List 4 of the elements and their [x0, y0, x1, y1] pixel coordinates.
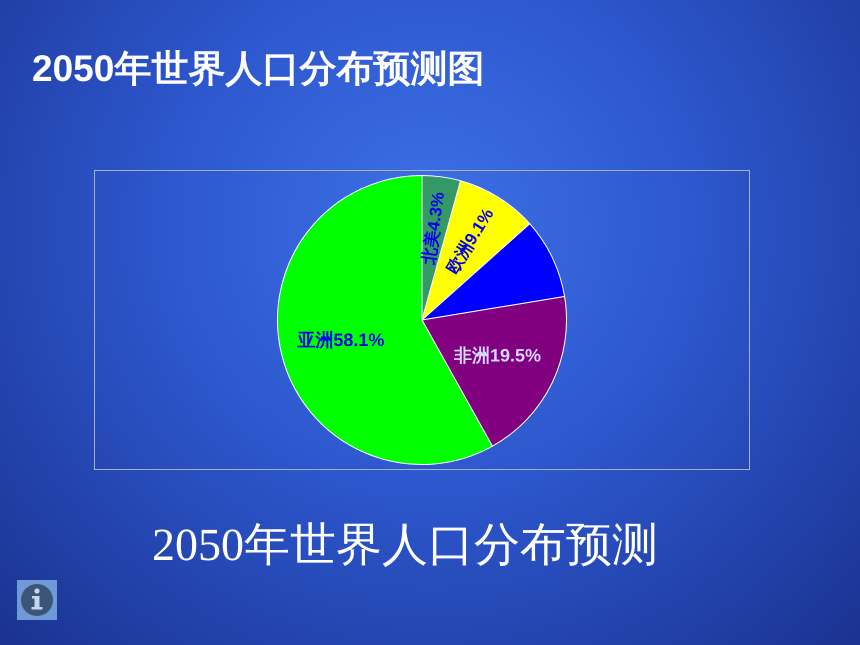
slice-label: 亚洲58.1%	[296, 330, 384, 350]
chart-title: 2050年世界人口分布预测图	[32, 47, 484, 91]
text: 2050年世界人口分布预测	[152, 518, 658, 572]
slice-label: 非洲19.5%	[452, 345, 542, 366]
